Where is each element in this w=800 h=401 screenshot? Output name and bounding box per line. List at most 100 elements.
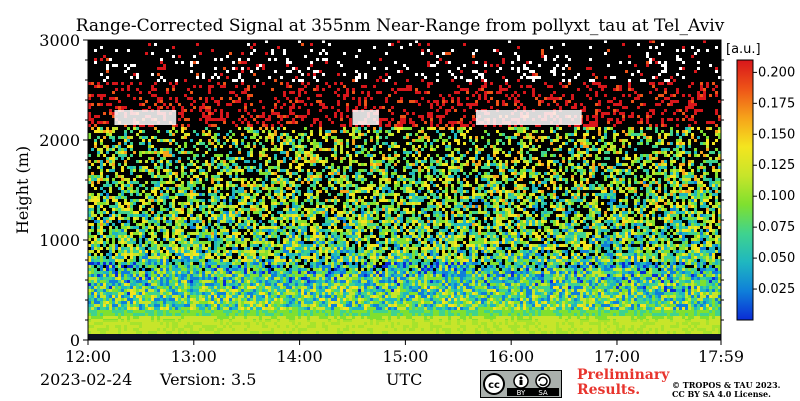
heatmap-cell <box>106 202 109 205</box>
heatmap-cell <box>250 127 253 130</box>
heatmap-cell <box>259 211 262 214</box>
heatmap-cell <box>376 142 379 145</box>
heatmap-cell <box>109 184 112 187</box>
heatmap-cell <box>112 166 115 169</box>
heatmap-cell <box>223 85 226 88</box>
heatmap-cell <box>667 142 670 145</box>
heatmap-cell <box>232 100 235 103</box>
heatmap-cell <box>466 199 469 202</box>
heatmap-cell <box>655 145 658 148</box>
heatmap-cell <box>679 163 682 166</box>
heatmap-cell <box>151 136 154 139</box>
heatmap-cell <box>646 142 649 145</box>
heatmap-cell <box>679 169 682 172</box>
heatmap-cell <box>91 196 94 199</box>
heatmap-cell <box>583 124 586 127</box>
heatmap-cell <box>565 178 568 181</box>
heatmap-cell <box>349 184 352 187</box>
heatmap-cell <box>676 169 679 172</box>
heatmap-cell <box>586 160 589 163</box>
heatmap-cell <box>298 94 301 97</box>
heatmap-cell <box>184 151 187 154</box>
heatmap-cell <box>370 163 373 166</box>
heatmap-cell <box>259 202 262 205</box>
heatmap-cell <box>205 214 208 217</box>
heatmap-cell <box>328 130 331 133</box>
heatmap-cell <box>163 181 166 184</box>
heatmap-cell <box>169 175 172 178</box>
heatmap-cell <box>466 163 469 166</box>
heatmap-cell <box>472 190 475 193</box>
heatmap-cell <box>283 52 286 55</box>
heatmap-cell <box>622 94 625 97</box>
heatmap-cell <box>517 193 520 196</box>
heatmap-cell <box>610 127 613 130</box>
heatmap-cell <box>436 169 439 172</box>
heatmap-cell <box>499 193 502 196</box>
heatmap-cell <box>511 166 514 169</box>
heatmap-cell <box>376 208 379 211</box>
heatmap-cell <box>232 193 235 196</box>
heatmap-cell <box>334 199 337 202</box>
heatmap-cell <box>703 214 706 217</box>
heatmap-cell <box>88 106 91 109</box>
heatmap-cell <box>532 145 535 148</box>
heatmap-cell <box>475 76 478 79</box>
heatmap-cell <box>220 211 223 214</box>
heatmap-cell <box>193 154 196 157</box>
heatmap-cell <box>517 100 520 103</box>
heatmap-cell <box>409 163 412 166</box>
heatmap-cell <box>190 193 193 196</box>
heatmap-cell <box>118 163 121 166</box>
heatmap-cell <box>616 217 619 220</box>
heatmap-cell <box>286 142 289 145</box>
heatmap-cell <box>286 70 289 73</box>
heatmap-cell <box>433 169 436 172</box>
heatmap-cell <box>400 214 403 217</box>
heatmap-cell <box>352 130 355 133</box>
heatmap-cell <box>646 172 649 175</box>
heatmap-cell <box>97 166 100 169</box>
heatmap-cell <box>430 166 433 169</box>
heatmap-cell <box>370 220 373 223</box>
heatmap-cell <box>691 97 694 100</box>
heatmap-cell <box>688 130 691 133</box>
heatmap-cell <box>286 181 289 184</box>
heatmap-cell <box>475 169 478 172</box>
heatmap-cell <box>685 109 688 112</box>
heatmap-cell <box>451 100 454 103</box>
heatmap-cell <box>568 58 571 61</box>
heatmap-area <box>88 40 721 340</box>
heatmap-cell <box>160 163 163 166</box>
heatmap-cell <box>88 208 91 211</box>
heatmap-cell <box>166 106 169 109</box>
heatmap-cell <box>442 208 445 211</box>
heatmap-cell <box>436 160 439 163</box>
heatmap-cell <box>127 214 130 217</box>
heatmap-cell <box>595 181 598 184</box>
heatmap-cell <box>487 181 490 184</box>
heatmap-cell <box>166 49 169 52</box>
heatmap-cell <box>286 196 289 199</box>
heatmap-cell <box>229 160 232 163</box>
heatmap-cell <box>310 214 313 217</box>
heatmap-cell <box>208 79 211 82</box>
heatmap-cell <box>706 196 709 199</box>
heatmap-cell <box>628 145 631 148</box>
heatmap-cell <box>253 136 256 139</box>
heatmap-cell <box>481 85 484 88</box>
heatmap-cell <box>256 184 259 187</box>
heatmap-cell <box>547 85 550 88</box>
heatmap-cell <box>664 151 667 154</box>
heatmap-cell <box>322 163 325 166</box>
heatmap-cell <box>91 214 94 217</box>
heatmap-cell <box>457 157 460 160</box>
heatmap-cell <box>148 142 151 145</box>
heatmap-cell <box>472 169 475 172</box>
heatmap-cell <box>250 136 253 139</box>
heatmap-cell <box>592 169 595 172</box>
heatmap-cell <box>355 178 358 181</box>
heatmap-cell <box>715 157 718 160</box>
heatmap-cell <box>430 121 433 124</box>
heatmap-cell <box>235 85 238 88</box>
